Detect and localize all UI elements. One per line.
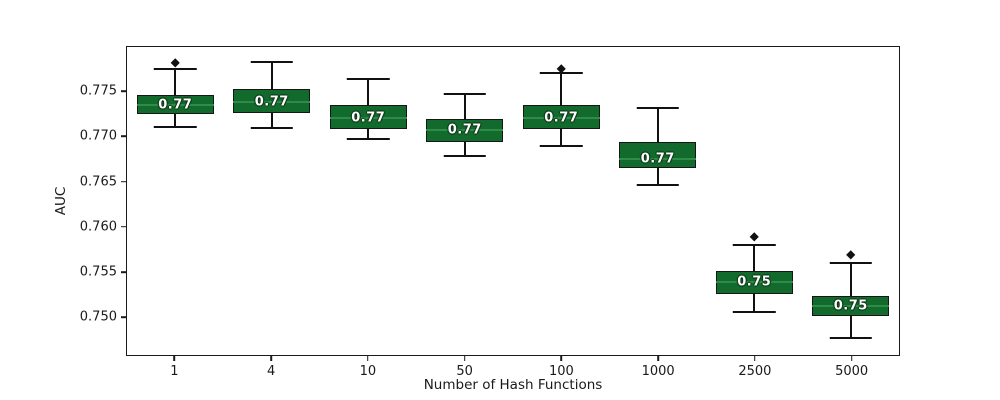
plot-area: 0.77 ◆ 0.77 0.77 0.77 0.77 ◆ 0.77 0.75 ◆ 0.75 ◆ xyxy=(126,46,900,356)
median-line xyxy=(329,116,407,119)
whisker-cap-bottom xyxy=(733,310,776,313)
box-median-label: 0.77 xyxy=(158,97,193,113)
x-axis-label: Number of Hash Functions xyxy=(423,377,603,393)
y-axis: 0.750 0.755 0.760 0.765 0.770 0.775 xyxy=(0,46,126,356)
box-median-label: 0.77 xyxy=(640,151,675,167)
x-tick-label: 50 xyxy=(456,364,473,379)
whisker-cap-top xyxy=(443,92,486,95)
median-line xyxy=(715,281,793,284)
box-median-label: 0.77 xyxy=(544,110,579,126)
box xyxy=(619,142,697,169)
outlier-diamond-icon: ◆ xyxy=(749,228,759,243)
x-tick-label: 5000 xyxy=(835,364,869,379)
y-tick-mark xyxy=(121,225,126,228)
x-tick-label: 100 xyxy=(548,364,574,379)
x-tick-mark xyxy=(850,356,853,361)
y-tick-label: 0.765 xyxy=(79,174,117,190)
y-tick-label: 0.755 xyxy=(79,264,117,280)
x-tick-mark xyxy=(173,356,176,361)
whisker-cap-bottom xyxy=(250,126,293,129)
whisker-cap-bottom xyxy=(636,184,679,187)
median-line xyxy=(233,100,311,103)
x-axis: 1 4 10 50 100 1000 2500 5000 xyxy=(126,356,900,396)
median-line xyxy=(426,128,504,131)
box-median-label: 0.77 xyxy=(447,122,482,138)
x-tick-mark xyxy=(367,356,369,361)
x-tick-label: 2500 xyxy=(738,364,772,379)
median-line xyxy=(136,104,214,107)
y-tick-label: 0.750 xyxy=(79,309,117,325)
whisker-cap-top xyxy=(154,68,197,71)
y-tick-label: 0.770 xyxy=(79,128,117,144)
box-median-label: 0.75 xyxy=(737,274,772,290)
whisker-cap-top xyxy=(733,243,776,246)
whisker-cap-top xyxy=(250,61,293,64)
x-tick-mark xyxy=(270,356,272,361)
y-tick-label: 0.775 xyxy=(79,83,117,99)
whisker-cap-top xyxy=(636,107,679,110)
whisker-cap-bottom xyxy=(540,144,583,147)
box-median-label: 0.77 xyxy=(351,110,386,126)
x-tick-mark xyxy=(463,356,466,361)
whisker-cap-top xyxy=(829,261,872,264)
median-line xyxy=(522,116,600,119)
whisker-cap-bottom xyxy=(829,336,872,339)
y-tick-mark xyxy=(121,180,126,183)
whisker-cap-bottom xyxy=(443,154,486,157)
x-tick-label: 1000 xyxy=(641,364,675,379)
x-tick-label: 10 xyxy=(359,364,377,379)
y-tick-label: 0.760 xyxy=(79,219,117,235)
whisker-cap-bottom xyxy=(347,137,390,140)
whisker-cap-bottom xyxy=(154,125,197,128)
x-tick-label: 1 xyxy=(170,364,179,379)
outlier-diamond-icon: ◆ xyxy=(556,60,566,75)
y-tick-mark xyxy=(121,271,126,273)
box-median-label: 0.77 xyxy=(254,94,289,110)
whisker-cap-top xyxy=(540,72,583,75)
x-tick-mark xyxy=(754,356,756,361)
outlier-diamond-icon: ◆ xyxy=(170,55,180,70)
y-tick-mark xyxy=(121,135,126,138)
y-tick-mark xyxy=(121,90,126,92)
median-line xyxy=(812,304,890,307)
box-median-label: 0.75 xyxy=(833,298,868,314)
x-tick-mark xyxy=(657,356,659,361)
median-line xyxy=(619,158,697,161)
whisker-cap-top xyxy=(347,78,390,81)
x-tick-mark xyxy=(560,356,563,361)
x-tick-label: 4 xyxy=(266,364,276,379)
outlier-diamond-icon: ◆ xyxy=(846,247,856,262)
y-tick-mark xyxy=(121,316,126,318)
